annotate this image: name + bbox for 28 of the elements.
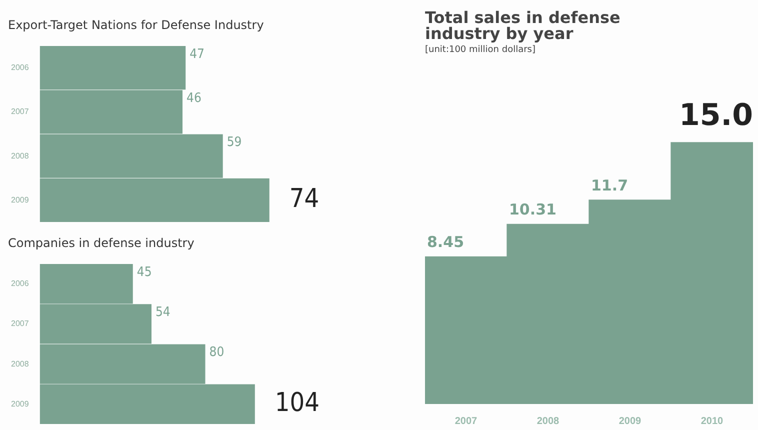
x-tick-label: 2010	[700, 416, 724, 427]
y-tick-label: 2009	[11, 195, 30, 204]
y-tick-label: 2008	[11, 151, 30, 160]
data-label: 8.45	[427, 233, 464, 252]
y-tick-label: 2006	[11, 63, 30, 72]
y-tick-label: 2007	[11, 107, 30, 116]
chart-title: Total sales in defense industry by year	[425, 8, 622, 43]
y-tick-label: 2007	[11, 319, 30, 328]
y-tick-label: 2009	[11, 399, 30, 408]
y-tick-label: 2006	[11, 279, 30, 288]
chart-subtitle: [unit:100 million dollars]	[425, 45, 536, 55]
chart-title: Companies in defense industry	[8, 236, 196, 250]
data-label: 104	[274, 388, 320, 418]
data-label: 47	[190, 46, 205, 62]
x-tick-label: 2007	[454, 416, 478, 427]
data-label: 80	[209, 345, 224, 360]
chart-title: Export-Target Nations for Defense Industry	[8, 18, 265, 32]
data-label: 11.7	[591, 176, 628, 194]
x-tick-label: 2009	[618, 416, 642, 427]
data-label: 46	[186, 90, 202, 106]
data-label: 45	[136, 264, 152, 280]
data-label: 54	[155, 304, 170, 320]
data-label: 15.0	[678, 98, 753, 134]
x-tick-label: 2008	[536, 416, 560, 427]
y-tick-label: 2008	[11, 359, 30, 368]
data-label: 59	[226, 135, 242, 150]
data-label: 10.31	[509, 200, 556, 219]
data-label: 74	[289, 184, 320, 214]
